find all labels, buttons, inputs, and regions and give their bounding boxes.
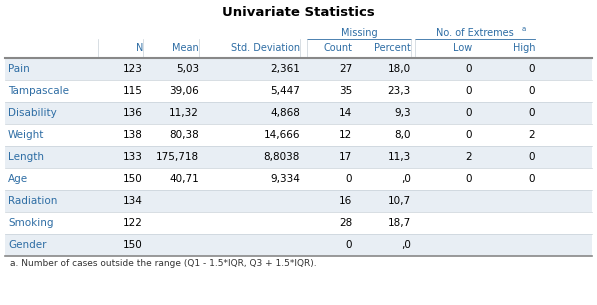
- Text: Std. Deviation: Std. Deviation: [231, 43, 300, 53]
- Text: No. of Extremes: No. of Extremes: [436, 28, 514, 38]
- Text: High: High: [512, 43, 535, 53]
- Text: 14: 14: [338, 108, 352, 118]
- FancyBboxPatch shape: [5, 80, 592, 102]
- Text: 8,8038: 8,8038: [264, 152, 300, 162]
- Text: 175,718: 175,718: [156, 152, 199, 162]
- FancyBboxPatch shape: [5, 146, 592, 168]
- Text: 27: 27: [338, 64, 352, 74]
- Text: 133: 133: [123, 152, 143, 162]
- FancyBboxPatch shape: [5, 190, 592, 212]
- Text: 35: 35: [338, 86, 352, 96]
- Text: Percent: Percent: [374, 43, 411, 53]
- Text: Gender: Gender: [8, 240, 47, 250]
- Text: 18,0: 18,0: [388, 64, 411, 74]
- Text: Count: Count: [323, 43, 352, 53]
- Text: 9,3: 9,3: [395, 108, 411, 118]
- Text: Smoking: Smoking: [8, 218, 54, 228]
- Text: 123: 123: [123, 64, 143, 74]
- Text: 2: 2: [466, 152, 472, 162]
- Text: 150: 150: [123, 174, 143, 184]
- Text: N: N: [136, 43, 143, 53]
- Text: 150: 150: [123, 240, 143, 250]
- Text: Weight: Weight: [8, 130, 44, 140]
- Text: 0: 0: [466, 64, 472, 74]
- Text: 80,38: 80,38: [170, 130, 199, 140]
- Text: Missing: Missing: [341, 28, 377, 38]
- Text: Low: Low: [453, 43, 472, 53]
- Text: 138: 138: [123, 130, 143, 140]
- Text: 23,3: 23,3: [387, 86, 411, 96]
- Text: Univariate Statistics: Univariate Statistics: [222, 5, 375, 19]
- FancyBboxPatch shape: [5, 168, 592, 190]
- FancyBboxPatch shape: [5, 102, 592, 124]
- FancyBboxPatch shape: [5, 58, 592, 80]
- Text: 0: 0: [466, 86, 472, 96]
- Text: Age: Age: [8, 174, 28, 184]
- Text: ,0: ,0: [401, 240, 411, 250]
- Text: a. Number of cases outside the range (Q1 - 1.5*IQR, Q3 + 1.5*IQR).: a. Number of cases outside the range (Q1…: [10, 259, 316, 268]
- Text: 28: 28: [338, 218, 352, 228]
- FancyBboxPatch shape: [5, 124, 592, 146]
- Text: 18,7: 18,7: [387, 218, 411, 228]
- Text: Disability: Disability: [8, 108, 57, 118]
- Text: Tampascale: Tampascale: [8, 86, 69, 96]
- Text: Length: Length: [8, 152, 44, 162]
- Text: 5,447: 5,447: [270, 86, 300, 96]
- Text: 39,06: 39,06: [170, 86, 199, 96]
- Text: 11,32: 11,32: [169, 108, 199, 118]
- Text: 0: 0: [528, 86, 535, 96]
- Text: 2: 2: [528, 130, 535, 140]
- Text: Mean: Mean: [173, 43, 199, 53]
- Text: 0: 0: [528, 64, 535, 74]
- Text: 0: 0: [346, 240, 352, 250]
- Text: 16: 16: [338, 196, 352, 206]
- Text: 5,03: 5,03: [176, 64, 199, 74]
- Text: 0: 0: [528, 152, 535, 162]
- Text: 0: 0: [346, 174, 352, 184]
- Text: 136: 136: [123, 108, 143, 118]
- Text: 0: 0: [466, 108, 472, 118]
- Text: 14,666: 14,666: [263, 130, 300, 140]
- Text: 8,0: 8,0: [395, 130, 411, 140]
- Text: ,0: ,0: [401, 174, 411, 184]
- Text: 4,868: 4,868: [270, 108, 300, 118]
- Text: Radiation: Radiation: [8, 196, 57, 206]
- Text: 12: 12: [338, 130, 352, 140]
- FancyBboxPatch shape: [5, 212, 592, 234]
- Text: Pain: Pain: [8, 64, 30, 74]
- Text: 9,334: 9,334: [270, 174, 300, 184]
- Text: 0: 0: [466, 174, 472, 184]
- Text: 122: 122: [123, 218, 143, 228]
- Text: 0: 0: [528, 174, 535, 184]
- Text: 0: 0: [466, 130, 472, 140]
- Text: 134: 134: [123, 196, 143, 206]
- Text: 17: 17: [338, 152, 352, 162]
- Text: 0: 0: [528, 108, 535, 118]
- Text: 40,71: 40,71: [170, 174, 199, 184]
- Text: 115: 115: [123, 86, 143, 96]
- Text: 2,361: 2,361: [270, 64, 300, 74]
- Text: 10,7: 10,7: [388, 196, 411, 206]
- Text: a: a: [522, 26, 526, 32]
- Text: 11,3: 11,3: [387, 152, 411, 162]
- FancyBboxPatch shape: [5, 234, 592, 256]
